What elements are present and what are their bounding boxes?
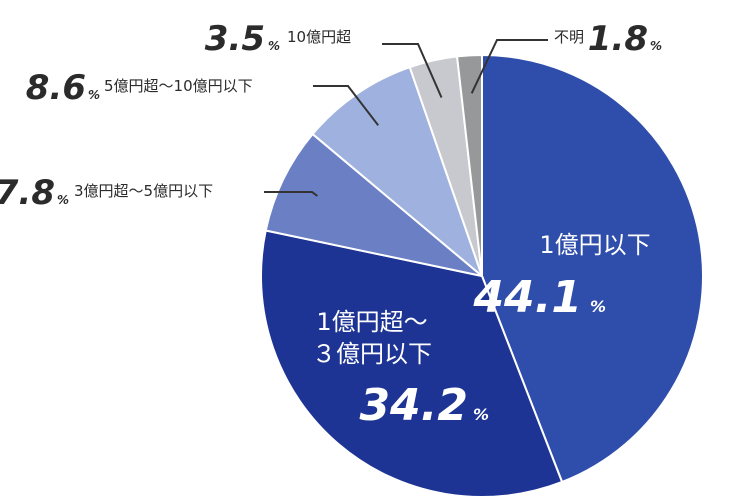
percent-value-4: 8.6 (26, 68, 86, 108)
pie-slice-1 (481, 53, 704, 484)
category-label-5: 10億円超 (287, 28, 351, 46)
label-slice-6: 不明 1.8 % (554, 19, 662, 59)
pie-slice-6 (455, 53, 483, 277)
percent-value-2: 34.2 (359, 380, 468, 431)
percent-unit-2: % (473, 405, 489, 424)
percent-value-5: 3.5 (205, 19, 265, 59)
percent-value-6: 1.8 (588, 19, 648, 59)
pie-slice-2 (260, 229, 564, 498)
category-label-1: 1億円以下 (539, 231, 650, 259)
label-slice-1: 1億円以下 44.1 % (472, 231, 650, 323)
label-slice-5: 3.5 % 10億円超 (205, 19, 351, 59)
leader-line-6 (470, 39, 548, 94)
category-label-2-line-2: ３億円以下 (312, 340, 432, 368)
pie-slices (260, 53, 704, 498)
leader-line-4 (313, 85, 379, 126)
category-label-6: 不明 (554, 28, 584, 46)
category-label-4: 5億円超〜10億円以下 (104, 77, 253, 95)
category-label-2-line-1: 1億円超〜 (316, 308, 427, 336)
pie-slice-4 (311, 65, 485, 280)
percent-unit-3: % (57, 193, 69, 207)
category-label-3: 3億円超〜5億円以下 (74, 182, 213, 200)
label-slice-4: 8.6 % 5億円超〜10億円以下 (26, 68, 253, 108)
percent-value-3: 7.8 (0, 173, 55, 213)
leader-lines (264, 39, 548, 197)
percent-unit-5: % (268, 39, 280, 53)
label-slice-2: 1億円超〜 ３億円以下 34.2 % (312, 308, 489, 431)
percent-unit-4: % (88, 88, 100, 102)
percent-unit-1: % (590, 297, 606, 316)
percent-value-1: 44.1 (472, 272, 582, 323)
pie-slice-3 (264, 132, 483, 277)
percent-unit-6: % (650, 39, 662, 53)
leader-line-5 (382, 43, 443, 98)
leader-line-3 (264, 191, 318, 197)
label-slice-3: 7.8 % 3億円超〜5億円以下 (0, 173, 213, 213)
